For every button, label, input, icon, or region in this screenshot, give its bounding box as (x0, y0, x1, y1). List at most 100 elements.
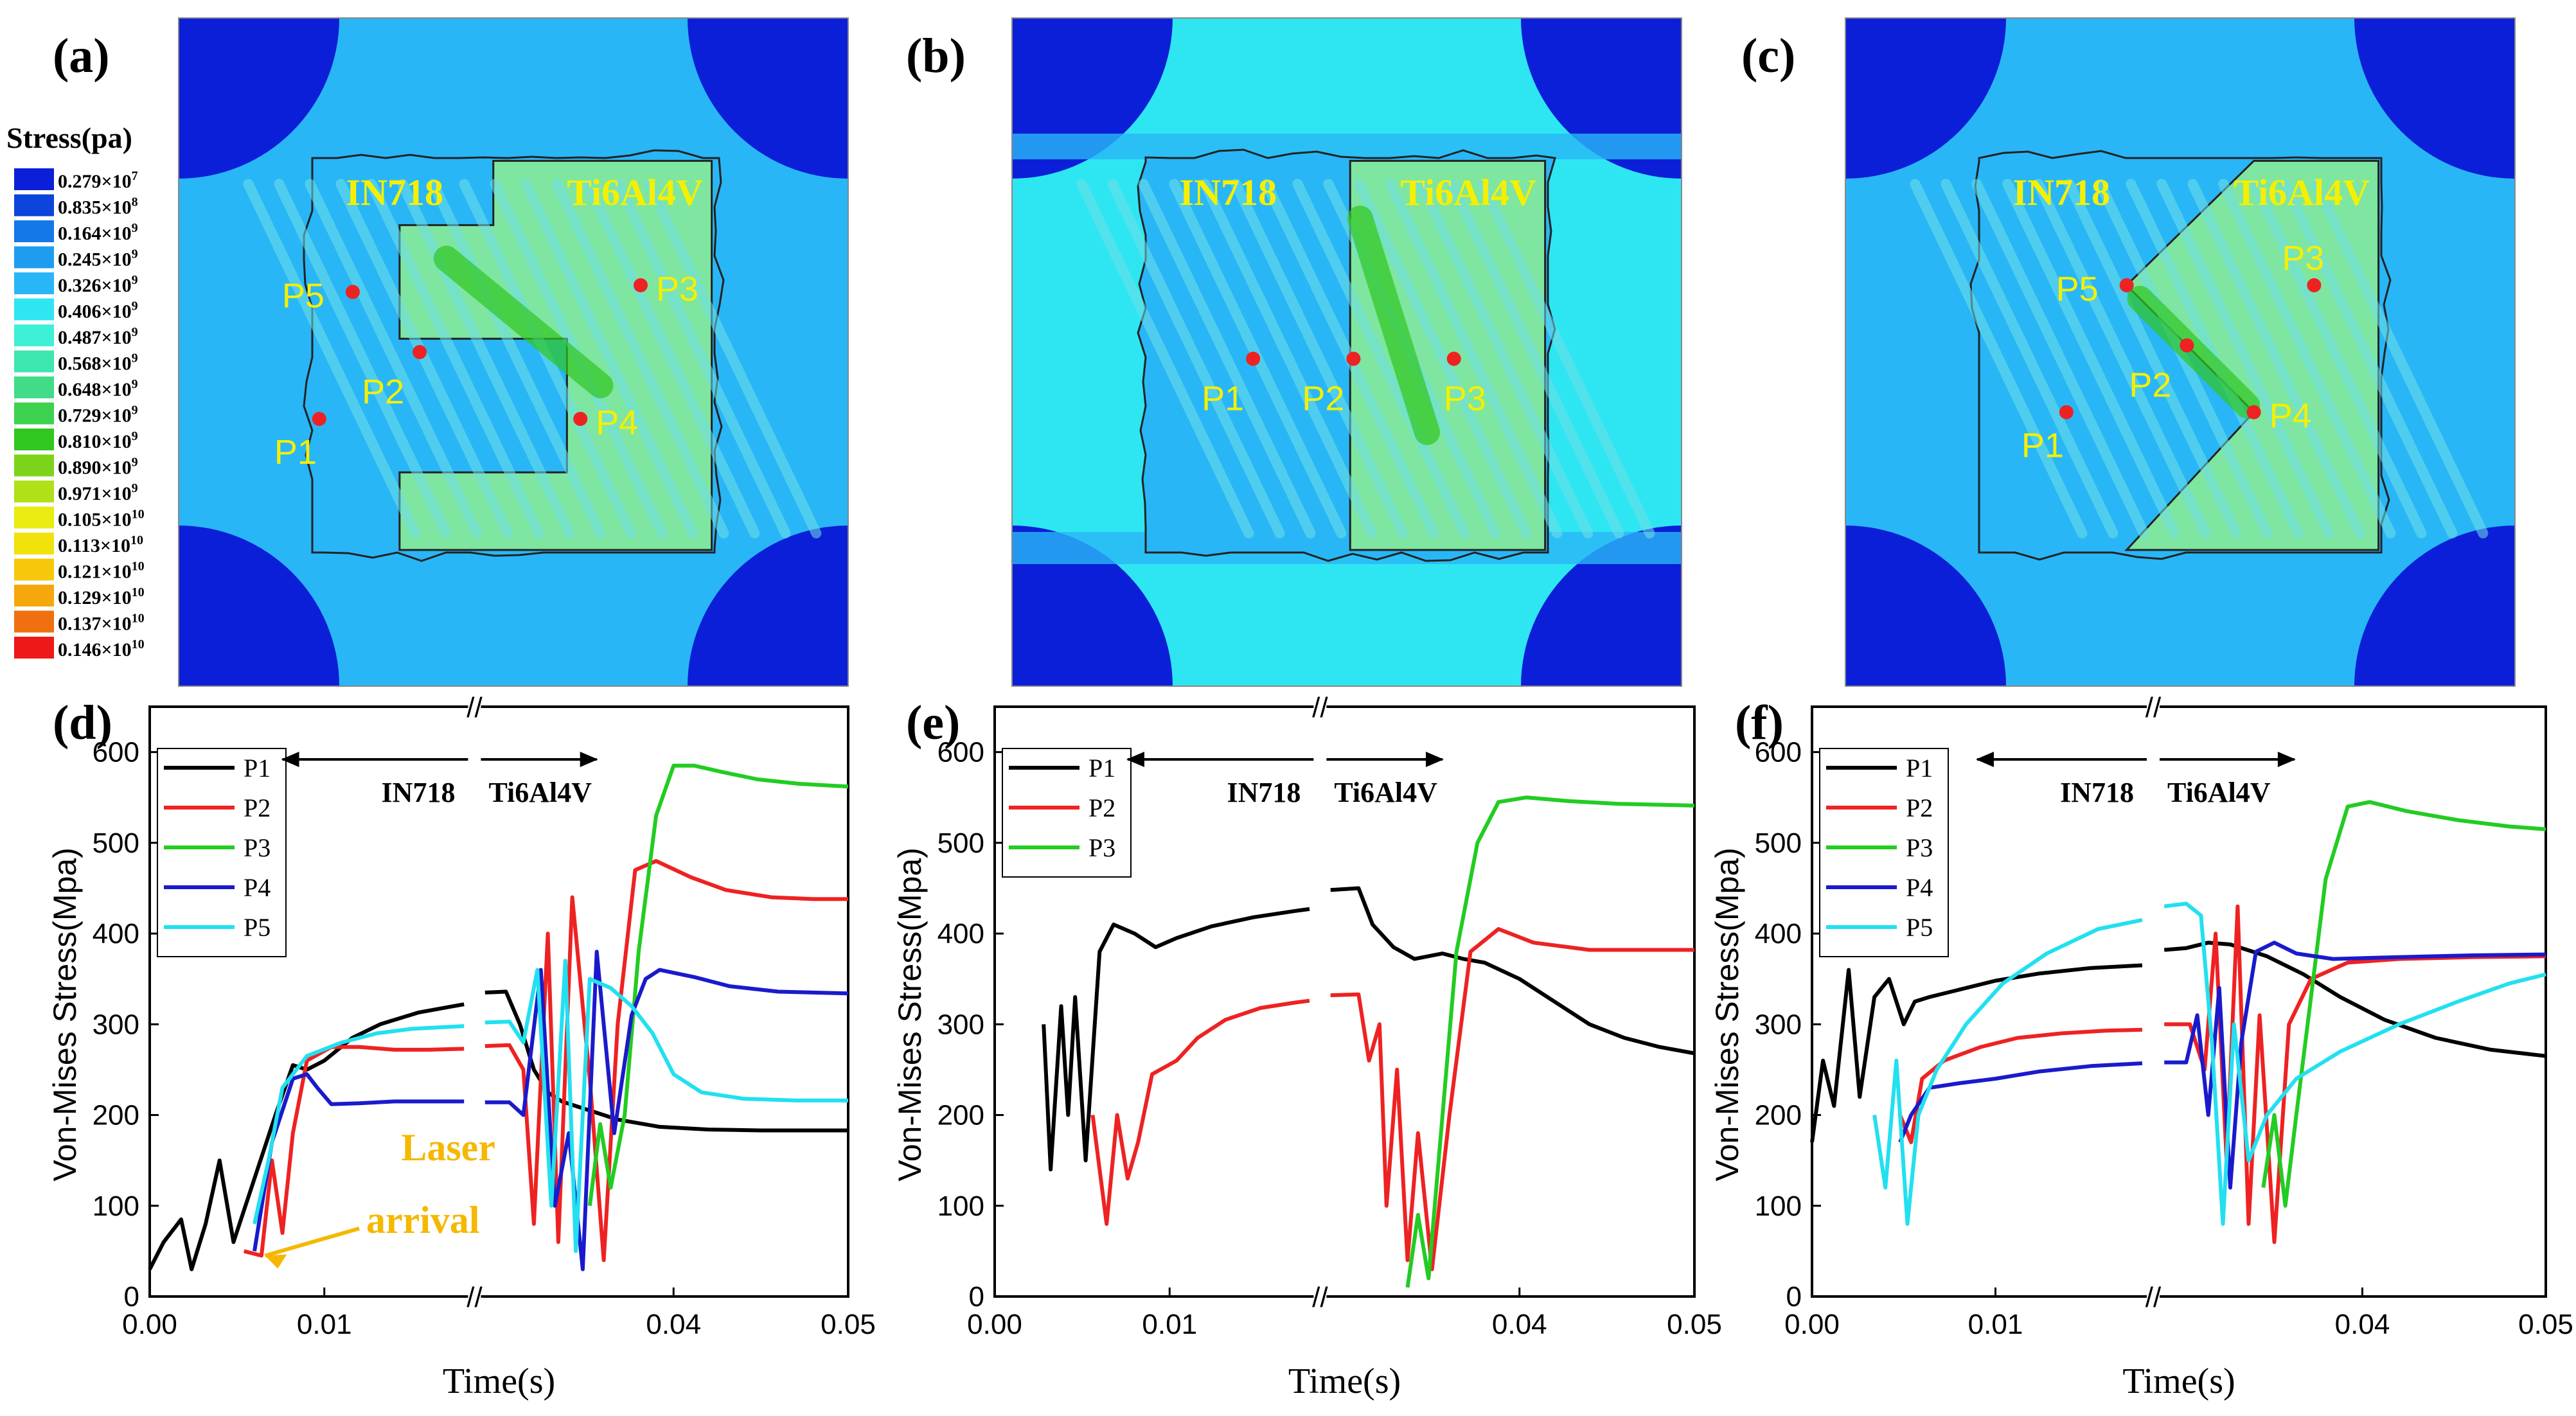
legend-label: 0.406×109 (58, 299, 138, 323)
legend-label: 0.810×109 (58, 429, 138, 452)
stress-legend: Stress(pa) 0.279×107 0.835×108 0.164×109 0.2… (6, 121, 145, 660)
y-tick-label: 500 (1755, 827, 1802, 859)
series-line-p2 (2164, 904, 2546, 1244)
series-legend-label: P1 (244, 754, 271, 783)
plot-frame (993, 705, 1696, 1298)
legend-swatch (14, 481, 54, 502)
map-point-marker (2059, 405, 2074, 420)
material-label: IN718 (1227, 777, 1301, 808)
annotation-text: arrival (366, 1199, 480, 1241)
legend-exponent: 9 (132, 377, 138, 391)
x-tick-label: 0.00 (1784, 1309, 1840, 1340)
x-tick-label: 0.04 (1492, 1309, 1547, 1340)
map-point-label: P1 (274, 433, 317, 472)
map-point-marker (573, 412, 588, 426)
axis-break-mark: // (1312, 1282, 1328, 1313)
series-legend-box (1002, 748, 1132, 878)
legend-swatch (14, 376, 54, 398)
legend-swatch (14, 610, 54, 633)
legend-label: 0.568×109 (58, 351, 138, 375)
series-legend-box (1819, 748, 1949, 957)
legend-label: 0.890×109 (58, 456, 138, 479)
x-tick-label: 0.01 (1142, 1309, 1197, 1340)
map-corner-1 (2354, 18, 2515, 179)
legend-exponent: 7 (132, 169, 138, 183)
material-label: IN718 (2060, 777, 2134, 808)
axis-break-mark: // (1312, 692, 1328, 723)
legend-exponent: 9 (132, 429, 138, 443)
legend-exponent: 8 (132, 195, 138, 209)
x-tick-label: 0.01 (297, 1309, 352, 1340)
map-point-marker (345, 285, 360, 299)
map-band (1012, 134, 1682, 159)
series-legend-label: P2 (244, 793, 271, 822)
legend-swatch (14, 168, 54, 190)
stress-streak (1446, 179, 1624, 538)
legend-label: 0.487×109 (58, 325, 138, 348)
map-material-label: IN718 (2013, 172, 2110, 213)
plot-frame (1811, 705, 2547, 1298)
legend-exponent: 10 (132, 585, 145, 599)
legend-swatch (14, 454, 54, 477)
charts: // // 0 100 200 300 400 500 600 0.00 0.01 0.04 0.05 T… (47, 692, 2573, 1401)
panel-letter: (c) (1741, 29, 1795, 83)
stress-streak (1416, 179, 1594, 538)
x-tick-label: 0.04 (2335, 1309, 2390, 1340)
series-line-p2 (484, 859, 848, 1262)
series-line-p2 (1898, 1027, 2142, 1144)
map-material-label: Ti6Al4V (567, 172, 703, 213)
axis-break-gap (468, 702, 481, 712)
axis-break-mark: // (2145, 692, 2162, 723)
legend-exponent: 9 (132, 403, 138, 418)
axis-break-mark: // (2145, 1282, 2162, 1313)
map-corner-3 (688, 526, 848, 686)
y-tick-label: 0 (969, 1281, 984, 1313)
stress-ridge (433, 245, 614, 398)
map-point-label: P3 (2282, 239, 2324, 278)
legend-label: 0.146×1010 (58, 637, 145, 660)
legend-exponent: 9 (132, 481, 138, 495)
stress-streak (335, 179, 513, 538)
legend-label: 0.113×1010 (58, 533, 143, 556)
series-line-p3 (2261, 800, 2546, 1208)
series-line-p4 (484, 950, 849, 1271)
series-line-p2 (243, 1045, 465, 1258)
plot-frame (148, 705, 849, 1298)
y-tick-label: 600 (93, 737, 139, 768)
legend-swatch (14, 402, 54, 425)
y-tick-label: 300 (93, 1009, 139, 1040)
stress-streak (1076, 179, 1254, 538)
map-point-marker (2307, 278, 2322, 292)
map-point-label: P5 (2056, 270, 2099, 308)
series-legend-label: P4 (244, 873, 271, 902)
y-tick-label: 300 (937, 1009, 984, 1040)
specimen (243, 149, 822, 562)
legend-exponent: 10 (132, 560, 145, 574)
stress-map-c: IN718 Ti6Al4V P5 P3 P2 P4 P1 (c) (1741, 17, 2516, 687)
stress-streak (243, 179, 421, 538)
map-material-label: IN718 (1180, 172, 1277, 213)
axis-break-mark: // (466, 692, 483, 723)
series-legend-label: P5 (244, 913, 271, 942)
legend-label: 0.137×1010 (58, 612, 145, 635)
stress-streak (305, 179, 483, 538)
legend-swatch (14, 350, 54, 373)
arrow-right-head (2277, 752, 2296, 767)
stress-streak (428, 179, 606, 538)
map-point-label: P2 (2129, 366, 2171, 405)
y-tick-label: 400 (1755, 918, 1802, 950)
legend-label: 0.121×1010 (58, 560, 145, 583)
stress-streak (1138, 179, 1316, 538)
legend-exponent: 9 (132, 299, 138, 314)
series-line-p1 (484, 989, 848, 1133)
map-corner-3 (1521, 526, 1682, 686)
map-point-marker (1246, 351, 1261, 366)
legend-exponent: 9 (132, 456, 138, 470)
series-legend-label: P1 (1088, 754, 1115, 783)
map-corner-1 (688, 18, 848, 179)
y-tick-label: 400 (93, 918, 139, 950)
x-tick-label: 0.01 (1968, 1309, 2023, 1340)
chart-f: // // 0 100 200 300 400 500 600 0.00 0.01 0.04 0.05 T… (1709, 692, 2573, 1401)
legend-exponent: 9 (132, 351, 138, 366)
panel-letter: (a) (53, 29, 110, 83)
